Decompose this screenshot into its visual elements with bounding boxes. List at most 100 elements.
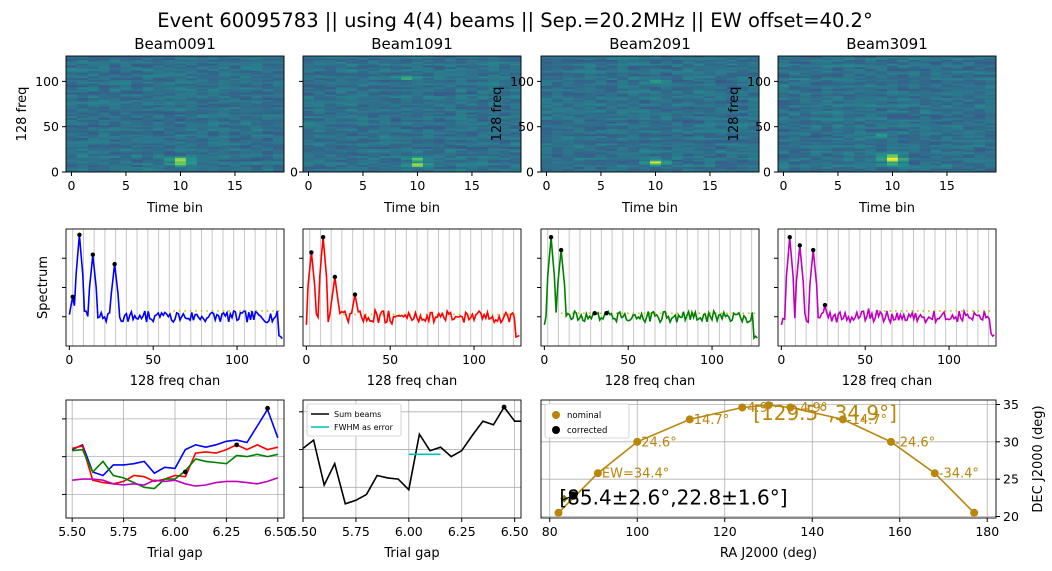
- heatmap-cell: [412, 95, 424, 99]
- heatmap-cell: [346, 104, 358, 108]
- heatmap-cell: [109, 70, 121, 73]
- heatmap-cell: [412, 161, 424, 164]
- heatmap-cell: [251, 117, 263, 120]
- heatmap-cell: [153, 88, 165, 91]
- heatmap-cell: [488, 139, 500, 142]
- heatmap-cell: [185, 101, 198, 104]
- heatmap-cell: [541, 112, 553, 115]
- heatmap-cell: [650, 139, 662, 142]
- heatmap-cell: [368, 132, 380, 135]
- heatmap-cell: [262, 114, 274, 117]
- heatmap-cell: [639, 161, 651, 164]
- heatmap-cell: [595, 148, 607, 151]
- heatmap-cell: [821, 126, 833, 129]
- heatmap-cell: [832, 137, 844, 140]
- heatmap-cell: [303, 74, 315, 77]
- heatmap-cell: [952, 159, 964, 162]
- heatmap-cell: [671, 81, 684, 84]
- heatmap-cell: [693, 68, 705, 71]
- heatmap-cell: [510, 168, 522, 171]
- heatmap-cell: [887, 94, 899, 97]
- heatmap-cell: [346, 159, 358, 162]
- heatmap-cell: [843, 88, 855, 91]
- heatmap-cell: [821, 86, 833, 90]
- heatmap-cell: [433, 170, 446, 173]
- heatmap-cell: [368, 57, 380, 61]
- heatmap-cell: [455, 159, 467, 162]
- heatmap-cell: [196, 126, 209, 129]
- x-tick-label: 0: [304, 178, 312, 193]
- heatmap-cell: [693, 128, 705, 131]
- heatmap-cell: [87, 141, 100, 144]
- heatmap-cell: [876, 103, 888, 106]
- heatmap-cell: [941, 115, 953, 119]
- heatmap-cell: [726, 124, 738, 128]
- heatmap-cell: [541, 132, 553, 135]
- heatmap-cell: [229, 124, 241, 128]
- heatmap-cell: [562, 112, 575, 115]
- heatmap-cell: [488, 88, 500, 91]
- heatmap-cell: [941, 162, 953, 166]
- heatmap-cell: [865, 150, 877, 153]
- heatmap-cell: [952, 101, 964, 104]
- heatmap-cell: [952, 108, 964, 111]
- heatmap-cell: [832, 143, 844, 146]
- heatmap-cell: [941, 123, 953, 126]
- heatmap-cell: [120, 77, 132, 80]
- heatmap-cell: [324, 164, 337, 167]
- heatmap-cell: [273, 57, 285, 61]
- heatmap-cell: [617, 110, 629, 113]
- heatmap-cell: [693, 106, 705, 109]
- heatmap-cell: [584, 72, 596, 75]
- heatmap-cell: [832, 117, 844, 120]
- heatmap-cell: [66, 79, 78, 82]
- heatmap-cell: [76, 130, 89, 133]
- heatmap-cell: [131, 86, 143, 90]
- heatmap-cell: [185, 124, 198, 128]
- heatmap-cell: [273, 152, 285, 155]
- heatmap-cell: [562, 133, 575, 137]
- heatmap-cell: [854, 74, 866, 77]
- heatmap-cell: [584, 103, 596, 106]
- heatmap-cell: [303, 65, 315, 68]
- heatmap-cell: [488, 126, 500, 129]
- heatmap-cell: [379, 61, 391, 64]
- heatmap-cell: [737, 135, 749, 138]
- heatmap-cell: [164, 77, 176, 80]
- heatmap-cell: [541, 94, 553, 97]
- heatmap-cell: [799, 79, 812, 82]
- heatmap-cell: [412, 61, 424, 64]
- heatmap-cell: [821, 90, 833, 93]
- heatmap-cell: [562, 143, 575, 146]
- heatmap-cell: [854, 170, 866, 173]
- heatmap-cell: [142, 144, 154, 148]
- heatmap-cell: [368, 97, 380, 100]
- heatmap-cell: [876, 124, 888, 128]
- heatmap-cell: [303, 72, 315, 75]
- heatmap-cell: [887, 168, 899, 171]
- heatmap-cell: [660, 104, 673, 108]
- heatmap-cell: [748, 85, 760, 88]
- heatmap-cell: [175, 86, 187, 90]
- heatmap-cell: [821, 139, 833, 142]
- heatmap-cell: [196, 66, 209, 70]
- heatmap-cell: [251, 94, 263, 97]
- heatmap-cell: [499, 170, 511, 173]
- heatmap-cell: [617, 106, 629, 109]
- heatmap-cell: [218, 130, 230, 133]
- heatmap-cell: [218, 157, 230, 160]
- heatmap-cell: [444, 115, 456, 119]
- heatmap-cell: [908, 72, 921, 75]
- heatmap-cell: [650, 74, 662, 77]
- heatmap-cell: [737, 68, 749, 71]
- heatmap-cell: [726, 114, 738, 117]
- heatmap-cell: [196, 153, 209, 157]
- heatmap-cell: [273, 95, 285, 99]
- heatmap-cell: [748, 121, 760, 124]
- heatmap-cell: [120, 103, 132, 106]
- heatmap-cell: [671, 65, 684, 68]
- heatmap-cell: [799, 161, 812, 164]
- heatmap-cell: [335, 92, 347, 95]
- heatmap-cell: [109, 139, 121, 142]
- heatmap-cell: [715, 168, 727, 171]
